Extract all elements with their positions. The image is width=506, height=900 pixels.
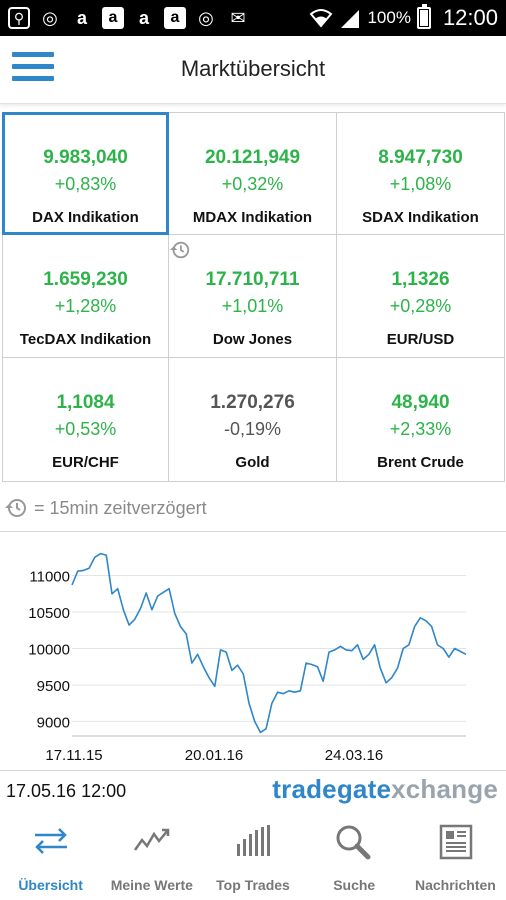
quote-datetime: 17.05.16 12:00 — [6, 781, 127, 801]
market-tile[interactable]: 17.710,711 +1,01% Dow Jones — [169, 235, 337, 358]
tile-change: +0,53% — [54, 419, 117, 439]
market-tile[interactable]: 1,1326 +0,28% EUR/USD — [337, 235, 505, 358]
mail-off-icon: ✉ — [230, 7, 246, 28]
nav-nachrichten[interactable]: Nachrichten — [405, 810, 506, 900]
bars-icon — [237, 825, 270, 856]
nav-meine-werte[interactable]: Meine Werte — [101, 810, 202, 900]
hamburger-menu-icon[interactable] — [12, 52, 54, 86]
tile-value: 8.947,730 — [378, 147, 463, 168]
tile-name: EUR/CHF — [52, 454, 119, 471]
circle-search-icon: ⚲ — [8, 7, 30, 29]
amazon-box-icon: a — [102, 7, 124, 29]
signal-icon — [341, 10, 360, 28]
tile-name: SDAX Indikation — [362, 209, 479, 226]
amazon-box-icon: a — [164, 7, 186, 29]
tile-name: DAX Indikation — [32, 209, 139, 226]
nav-suche[interactable]: Suche — [304, 810, 405, 900]
tile-change: +1,28% — [54, 296, 117, 316]
amazon-icon: a — [76, 7, 87, 28]
tile-name: Gold — [235, 454, 270, 471]
target-icon: ◎ — [42, 7, 58, 28]
amazon-icon: a — [138, 7, 149, 28]
tile-change: +0,83% — [54, 174, 117, 194]
bottom-navigation: Übersicht Meine Werte Top Trades Suche — [0, 810, 506, 900]
notification-icons: ⚲ ◎ a a a a ◎ ✉ — [8, 6, 250, 30]
tile-value: 17.710,711 — [205, 269, 300, 290]
battery-icon — [416, 4, 431, 29]
history-clock-icon — [169, 241, 190, 259]
history-clock-icon — [5, 499, 26, 517]
trend-line-icon — [133, 828, 170, 851]
tile-value: 1.659,230 — [43, 269, 128, 290]
battery-percent: 100% — [367, 8, 411, 27]
arrows-exchange-icon — [34, 828, 67, 854]
tile-value: 9.983,040 — [43, 147, 128, 168]
app-bar: Marktübersicht — [0, 36, 506, 104]
x-tick-label: 24.03.16 — [325, 747, 383, 764]
tile-name: MDAX Indikation — [192, 209, 313, 226]
market-tile[interactable]: 20.121,949 +0,32% MDAX Indikation — [169, 112, 337, 235]
y-tick-label: 9500 — [37, 678, 70, 695]
delay-legend: = 15min zeitverzögert — [4, 496, 207, 520]
tradegate-logo: tradegatexchange — [272, 774, 498, 804]
status-time: 12:00 — [442, 5, 498, 30]
market-tile[interactable]: 8.947,730 +1,08% SDAX Indikation — [337, 112, 505, 235]
magnifier-icon — [336, 825, 371, 860]
y-tick-label: 10000 — [28, 641, 70, 658]
series-line — [71, 552, 467, 734]
tile-value: 48,940 — [391, 392, 450, 413]
nav-label: Meine Werte — [110, 877, 193, 893]
nav-label: Nachrichten — [414, 877, 496, 893]
nav-label: Top Trades — [216, 877, 290, 893]
divider — [0, 531, 506, 532]
tile-change: +0,32% — [221, 174, 284, 194]
market-tile[interactable]: 1,1084 +0,53% EUR/CHF — [2, 358, 169, 482]
tile-value: 20.121,949 — [204, 147, 301, 168]
y-tick-label: 9000 — [37, 714, 70, 731]
tile-name: EUR/USD — [386, 331, 455, 348]
market-tile[interactable]: 9.983,040 +0,83% DAX Indikation — [2, 112, 169, 235]
x-tick-label: 20.01.16 — [185, 747, 243, 764]
newspaper-icon — [440, 824, 473, 860]
x-tick-label: 17.11.15 — [45, 747, 102, 764]
target-icon: ◎ — [198, 7, 214, 28]
tile-value: 1.270,276 — [210, 392, 295, 413]
nav-uebersicht[interactable]: Übersicht — [0, 810, 101, 900]
nav-label: Übersicht — [18, 877, 83, 893]
y-tick-label: 11000 — [29, 569, 70, 586]
nav-top-trades[interactable]: Top Trades — [202, 810, 303, 900]
wifi-icon — [310, 9, 333, 28]
delay-note-text: = 15min zeitverzögert — [34, 497, 207, 518]
market-tile[interactable]: 48,940 +2,33% Brent Crude — [337, 358, 505, 482]
tile-name: TecDAX Indikation — [19, 331, 152, 348]
page-title: Marktübersicht — [180, 56, 326, 81]
tile-change: +2,33% — [389, 419, 452, 439]
status-bar: ⚲ ◎ a a a a ◎ ✉ 100% 12:00 — [0, 0, 506, 36]
tile-name: Brent Crude — [377, 454, 464, 471]
market-tile[interactable]: 1.270,276 -0,19% Gold — [169, 358, 337, 482]
market-overview-grid: 9.983,040 +0,83% DAX Indikation 20.121,949 +… — [2, 112, 505, 482]
tile-value: 1,1326 — [391, 269, 450, 290]
market-tile[interactable]: 1.659,230 +1,28% TecDAX Indikation — [2, 235, 169, 358]
y-tick-label: 10500 — [28, 605, 70, 622]
nav-label: Suche — [333, 877, 376, 893]
tile-change: +1,08% — [389, 174, 452, 194]
tile-change: +1,01% — [221, 296, 284, 316]
dax-line-chart[interactable]: 9000 9500 10000 10500 11000 17.11.15 20.01.16 2… — [0, 532, 506, 768]
tile-name: Dow Jones — [212, 331, 293, 348]
tile-value: 1,1084 — [56, 392, 115, 413]
tile-change: -0,19% — [223, 419, 282, 439]
divider — [0, 770, 506, 771]
tile-change: +0,28% — [389, 296, 452, 316]
